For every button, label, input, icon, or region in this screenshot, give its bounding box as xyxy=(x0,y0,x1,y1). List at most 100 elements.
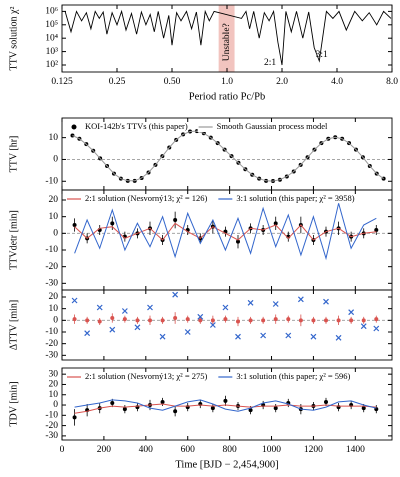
plot-area xyxy=(62,291,392,341)
point xyxy=(70,133,75,138)
x-marker xyxy=(348,309,355,316)
y-tick-label: 0 xyxy=(53,400,58,410)
y-tick-label: 30 xyxy=(49,369,59,379)
point xyxy=(173,409,178,414)
y-tick-label: 20 xyxy=(49,380,59,390)
x-marker xyxy=(197,313,204,320)
point xyxy=(135,318,140,323)
x-tick-label: 200 xyxy=(97,445,112,455)
series-line xyxy=(74,222,377,241)
point xyxy=(223,317,228,322)
y-tick-label: 10 xyxy=(49,133,59,143)
point xyxy=(324,399,328,404)
y-tick-label: -10 xyxy=(45,327,58,337)
point xyxy=(361,406,366,411)
x-marker xyxy=(147,304,153,311)
x-marker xyxy=(272,301,279,307)
y-axis-label: TTV [hr] xyxy=(8,136,19,173)
series-line xyxy=(74,403,377,414)
y-tick-label: 0 xyxy=(53,155,58,165)
x-marker xyxy=(172,291,179,298)
x-tick-label: 1200 xyxy=(304,445,323,455)
series-line xyxy=(72,130,384,182)
x-tick-label: 4.0 xyxy=(331,77,343,87)
y-tick-label: 10 xyxy=(49,304,59,314)
legend-label: Smooth Gaussian process model xyxy=(217,121,328,131)
point xyxy=(72,223,77,227)
x-tick-label: 0.125 xyxy=(51,77,73,87)
x-marker xyxy=(360,323,367,330)
point xyxy=(110,400,115,405)
point xyxy=(223,398,228,403)
x-marker xyxy=(297,296,304,303)
legend-label: 2:1 solution (Nesvorný13; χ² = 126) xyxy=(85,193,207,203)
point xyxy=(248,318,253,323)
legend-marker xyxy=(71,124,77,130)
y-tick-label: -20 xyxy=(45,421,58,431)
point xyxy=(261,318,266,323)
y-axis-label: TTV solution χ² xyxy=(8,7,19,71)
x-tick-label: 1000 xyxy=(262,445,281,455)
x-tick-label: 0 xyxy=(60,445,65,455)
y-axis-label: TDV [min] xyxy=(8,381,19,426)
x-tick-label: 1400 xyxy=(346,445,365,455)
y-tick-label: -10 xyxy=(45,176,58,186)
point xyxy=(236,239,240,244)
legend-label: 3:1 solution (this paper; χ² = 596) xyxy=(236,371,350,381)
point xyxy=(85,318,90,323)
point xyxy=(336,318,341,323)
x-marker xyxy=(373,325,380,332)
annotation: Unstable? xyxy=(222,23,232,61)
point xyxy=(349,318,354,323)
x-marker xyxy=(71,297,78,304)
chi2-line xyxy=(64,9,392,66)
y-tick-label: 10⁴ xyxy=(45,33,59,43)
x-marker xyxy=(109,326,116,333)
y-tick-label: 10⁶ xyxy=(45,7,58,17)
x-axis-label: Time [BJD − 2,454,900] xyxy=(175,459,278,470)
y-tick-label: 10² xyxy=(46,60,59,70)
point xyxy=(361,318,366,323)
y-axis-label: TTVdetr [min] xyxy=(8,210,19,270)
y-tick-label: -30 xyxy=(45,431,58,441)
x-marker xyxy=(222,304,229,311)
plot-frame xyxy=(61,289,393,361)
point xyxy=(374,317,379,322)
point xyxy=(374,228,379,232)
point xyxy=(72,415,77,420)
y-tick-label: 10 xyxy=(49,390,59,400)
point xyxy=(198,318,203,323)
y-tick-label: -30 xyxy=(45,351,58,361)
x-marker xyxy=(235,333,241,340)
x-tick-label: 600 xyxy=(181,445,196,455)
legend-label: KOI-142b's TTVs (this paper) xyxy=(85,121,188,131)
y-tick-label: 20 xyxy=(49,292,59,302)
point xyxy=(110,221,115,226)
x-tick-label: 800 xyxy=(222,445,237,455)
y-axis-label: ΔTTV [min] xyxy=(8,300,19,350)
legend-bg xyxy=(66,122,74,132)
x-marker xyxy=(96,304,103,311)
x-marker xyxy=(247,299,254,306)
point xyxy=(185,317,190,322)
y-tick-label: -20 xyxy=(45,262,58,272)
y-tick-label: 10³ xyxy=(46,47,59,57)
x-marker xyxy=(159,333,166,340)
point xyxy=(122,407,127,412)
point xyxy=(273,221,278,226)
point xyxy=(173,316,178,320)
point xyxy=(286,317,291,322)
x-marker xyxy=(310,333,317,340)
x-marker xyxy=(323,298,329,305)
legend-label: 3:1 solution (this paper; χ² = 3958) xyxy=(236,193,354,203)
y-tick-label: -10 xyxy=(45,411,58,421)
point xyxy=(173,218,178,222)
plot-frame xyxy=(61,4,393,73)
y-tick-label: 10⁵ xyxy=(45,20,58,30)
x-marker xyxy=(134,324,141,331)
x-axis-label: Period ratio Pc/Pb xyxy=(189,91,265,102)
y-tick-label: 0 xyxy=(53,316,58,326)
point xyxy=(160,399,165,404)
x-marker xyxy=(260,332,267,339)
